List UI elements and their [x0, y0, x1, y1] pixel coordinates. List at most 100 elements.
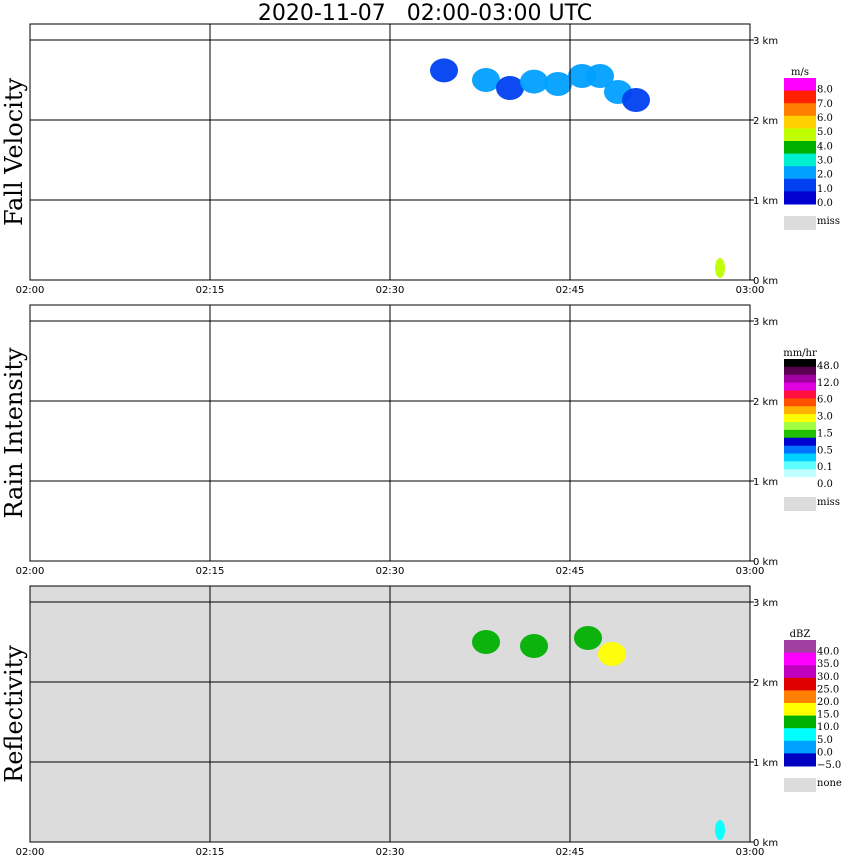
colorbar-miss-swatch	[784, 216, 816, 230]
colorbar-swatch	[784, 715, 816, 729]
echo-point	[520, 353, 548, 377]
echo-layer	[472, 626, 725, 840]
colorbar-swatch	[784, 178, 816, 192]
x-tick-label: 02:00	[16, 566, 45, 577]
colorbar-swatch	[784, 665, 816, 679]
colorbar-swatch	[784, 153, 816, 167]
x-tick-label: 02:30	[376, 285, 405, 296]
colorbar-swatch	[784, 677, 816, 691]
colorbar-swatch	[784, 445, 816, 454]
colorbar-miss-swatch	[784, 778, 816, 792]
colorbar-label: 10.0	[817, 722, 839, 733]
echo-point	[598, 642, 626, 666]
echo-point	[430, 58, 458, 83]
echo-point	[586, 64, 614, 88]
x-tick-label: 02:45	[556, 285, 585, 296]
colorbar-label: 30.0	[817, 672, 839, 683]
colorbar-swatch	[784, 469, 816, 478]
y-tick-label: 0 km	[753, 276, 778, 287]
colorbar-label: 0.5	[817, 445, 833, 456]
colorbar-unit: m/s	[791, 67, 809, 78]
colorbar-label: 1.5	[817, 428, 833, 439]
colorbar-label: 0.1	[817, 462, 833, 473]
colorbar-swatch	[784, 374, 816, 384]
colorbar-miss-swatch	[784, 497, 816, 511]
x-tick-label: 02:00	[16, 847, 45, 858]
x-tick-label: 03:00	[736, 566, 765, 577]
echo-point	[568, 345, 596, 369]
echo-point	[598, 361, 626, 385]
colorbar-swatch	[784, 382, 816, 391]
panel-ylabel: Reflectivity	[0, 645, 28, 783]
colorbar-swatch	[784, 166, 816, 180]
colorbar-label: 7.0	[817, 99, 833, 110]
y-tick-label: 3 km	[753, 36, 778, 47]
colorbar-label: −5.0	[817, 760, 841, 771]
echo-point	[496, 76, 524, 100]
echo-point	[472, 349, 500, 373]
y-tick-label: 1 km	[753, 758, 778, 769]
x-tick-label: 02:45	[556, 566, 585, 577]
colorbar-swatch	[784, 366, 816, 376]
colorbar: dBZ 40.035.0 30.025.0 20.0 15.010.0 5.00.0 −5.…	[784, 629, 842, 792]
y-tick-label: 3 km	[753, 317, 778, 328]
colorbar-swatch	[784, 690, 816, 704]
echo-point	[715, 820, 725, 840]
colorbar-swatch	[784, 461, 816, 470]
colorbar-label: 48.0	[817, 361, 839, 372]
panel-ylabel: Rain Intensity	[0, 347, 28, 519]
colorbar-swatch	[784, 78, 816, 92]
plot-frame	[29, 585, 751, 843]
colorbar-label: 0.0	[817, 198, 833, 209]
colorbar-miss-label: none	[817, 778, 842, 789]
colorbar-swatch	[784, 422, 816, 431]
colorbar-swatch	[784, 652, 816, 666]
colorbar-swatch	[784, 477, 816, 486]
colorbar-label: 25.0	[817, 684, 839, 695]
y-tick-label: 1 km	[753, 477, 778, 488]
colorbar-label: 2.0	[817, 170, 833, 181]
colorbar: m/s 8.0 7.0 6.0 5.0 4.0 3.0 2.0 1.0 0.0 miss	[784, 67, 840, 230]
colorbar-label: 12.0	[817, 378, 839, 389]
colorbar-swatch	[784, 429, 816, 439]
colorbar-label: 1.0	[817, 184, 833, 195]
colorbar-swatch	[784, 359, 816, 368]
colorbar-swatch	[784, 103, 816, 117]
colorbar-label: 6.0	[817, 113, 833, 124]
y-tick-label: 2 km	[753, 397, 778, 408]
y-tick-label: 1 km	[753, 196, 778, 207]
plot-frame	[29, 23, 751, 281]
colorbar-miss-label: miss	[817, 497, 840, 508]
x-tick-label: 02:15	[196, 566, 225, 577]
y-tick-label: 0 km	[753, 838, 778, 849]
panel-0: 02:00 02:15 02:30 02:45 03:000 km 1 km 2 km 3 k…	[0, 23, 840, 296]
colorbar-label: 4.0	[817, 141, 833, 152]
panel-2: 02:00 02:15 02:30 02:45 03:000 km 1 km 2 km 3 k…	[0, 585, 842, 858]
colorbar-label: 5.0	[817, 127, 833, 138]
echo-point	[715, 258, 725, 278]
x-tick-label: 03:00	[736, 285, 765, 296]
plot-frame	[29, 304, 751, 562]
panel-1: 02:00 02:15 02:30 02:45 03:000 km 1 km 2 km 3 k…	[0, 304, 840, 577]
panel-ylabel: Fall Velocity	[0, 78, 28, 227]
echo-point	[472, 68, 500, 92]
colorbar-label: 5.0	[817, 735, 833, 746]
colorbar-label: 6.0	[817, 395, 833, 406]
echo-point	[472, 630, 500, 654]
colorbar-label: 8.0	[817, 85, 833, 96]
colorbar-swatch	[784, 414, 816, 423]
y-tick-label: 2 km	[753, 678, 778, 689]
colorbar-swatch	[784, 453, 816, 462]
colorbar-swatch	[784, 398, 816, 407]
colorbar-label: 40.0	[817, 647, 839, 658]
colorbar-swatch	[784, 437, 816, 447]
colorbar-swatch	[784, 406, 816, 415]
colorbar-unit: mm/hr	[783, 348, 817, 359]
y-tick-label: 0 km	[753, 557, 778, 568]
echo-point	[715, 539, 725, 559]
colorbar-label: 0.0	[817, 479, 833, 490]
echo-point	[520, 634, 548, 658]
colorbar-label: 15.0	[817, 710, 839, 721]
